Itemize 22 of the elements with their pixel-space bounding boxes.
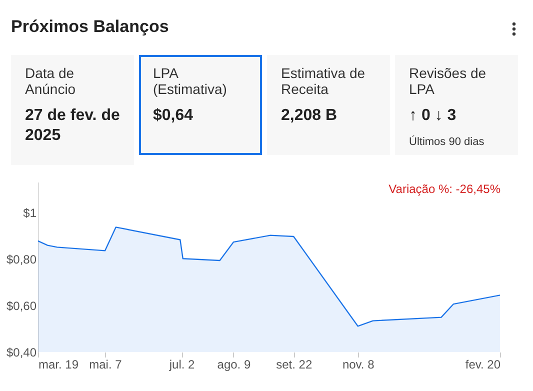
x-tick-label: ago. 9 — [217, 358, 251, 372]
annotation: Variação %: -26,45% — [388, 182, 501, 196]
x-tick-label: nov. 8 — [342, 358, 375, 372]
x-tick-label: jul. 2 — [168, 358, 196, 372]
text: Próximos Balanços — [11, 17, 169, 37]
text: 27 de fev. de 2025 — [25, 107, 120, 144]
y-tick-label: $0,40 — [6, 346, 37, 360]
x-tick-label: mar. 19 — [38, 358, 79, 372]
category-label: Revisões de LPA — [409, 65, 488, 97]
text: ↑ 0 ↓ 3 — [409, 107, 456, 124]
y-tick-label: $0,80 — [6, 252, 37, 266]
category-label: LPA (Estimativa) — [153, 65, 228, 97]
x-tick-label: mai. 7 — [89, 358, 122, 372]
text: Últimos 90 dias — [409, 136, 486, 148]
category-label: Estimativa de Receita — [281, 65, 366, 97]
y-tick-label: $1 — [23, 206, 37, 220]
x-tick-label: set. 22 — [276, 358, 312, 372]
y-tick-label: $0,60 — [6, 298, 37, 313]
x-tick-label: fev. 20 — [465, 358, 501, 372]
category-label: Data de Anúncio — [25, 65, 77, 97]
text: $0,64 — [153, 107, 194, 124]
text: 2,208 B — [281, 107, 338, 124]
